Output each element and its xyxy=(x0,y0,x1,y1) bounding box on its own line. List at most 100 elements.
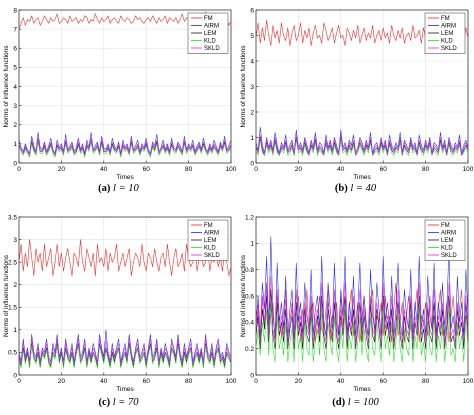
legend-label-lem: LEM xyxy=(204,31,216,37)
x-tick-label: 20 xyxy=(58,166,66,173)
y-tick-label: 6 xyxy=(250,7,254,14)
y-tick-label: 1 xyxy=(13,327,17,334)
x-tick-label: 80 xyxy=(185,166,193,173)
caption-b-label: (b) xyxy=(334,183,348,194)
y-tick-label: 1 xyxy=(13,141,17,148)
legend-label-kld: KLD xyxy=(204,246,216,252)
legend-label-lem: LEM xyxy=(204,238,216,244)
legend-label-skld: SKLD xyxy=(204,46,220,52)
legend-label-skld: SKLD xyxy=(441,253,457,259)
chart-a-svg: 0 20 40 60 80 100 0 1 2 3 4 5 6 7 8 Times Norms of influ… xyxy=(3,7,237,181)
y-tick-label: 1.2 xyxy=(245,214,254,221)
caption-d-text: l = 100 xyxy=(347,397,379,408)
legend-label-kld: KLD xyxy=(204,39,216,45)
legend-label-fm: FM xyxy=(441,223,450,229)
legend-label-fm: FM xyxy=(441,16,450,22)
series-line-kld xyxy=(18,345,232,369)
legend-label-airm: AIRM xyxy=(204,231,219,237)
caption-a-text: l = 10 xyxy=(113,183,139,194)
caption-c-text: l = 70 xyxy=(112,397,139,408)
caption-b-text: l = 40 xyxy=(350,183,377,194)
x-tick-label: 20 xyxy=(295,378,303,385)
caption-d-label: (d) xyxy=(332,397,346,408)
y-tick-label: 2 xyxy=(13,282,17,289)
x-tick-label: 20 xyxy=(295,166,303,173)
legend-label-kld: KLD xyxy=(441,39,453,45)
y-tick-label: 1 xyxy=(250,135,254,142)
x-tick-label: 100 xyxy=(226,166,237,173)
y-tick-label: 3 xyxy=(13,237,17,244)
chart-panel-d: 0 20 40 60 80 100 0 0.2 0.4 0.6 0.8 1 1.2 Times Norms … xyxy=(237,207,474,415)
y-tick-label: 2 xyxy=(13,122,17,129)
x-tick-label: 100 xyxy=(463,378,474,385)
legend-label-airm: AIRM xyxy=(441,231,456,237)
y-tick-label: 8 xyxy=(13,7,17,14)
x-tick-label: 40 xyxy=(100,166,108,173)
chart-c-svg: 0 20 40 60 80 100 0 0.5 1 1.5 2 2.5 3 3.5 Times Norms o… xyxy=(3,214,237,393)
y-tick-label: 6 xyxy=(13,46,17,53)
x-tick-label: 60 xyxy=(143,166,151,173)
x-tick-label: 0 xyxy=(17,166,21,173)
y-tick-label: 4 xyxy=(13,84,17,91)
x-tick-label: 60 xyxy=(380,166,388,173)
caption-c-label: (c) xyxy=(98,397,111,408)
y-tick-label: 0 xyxy=(13,372,17,379)
series-line-kld xyxy=(255,139,469,156)
y-axis-label: Norms of influence functions xyxy=(3,45,10,128)
series-line-kld xyxy=(18,141,232,158)
legend-label-airm: AIRM xyxy=(441,24,456,30)
y-tick-label: 0.2 xyxy=(245,346,254,353)
x-tick-label: 20 xyxy=(58,378,66,385)
chart-b-svg: 0 20 40 60 80 100 0 1 2 3 4 5 6 Times Norms of influen… xyxy=(240,7,474,181)
x-tick-label: 80 xyxy=(422,166,430,173)
y-tick-label: 2.5 xyxy=(8,259,17,266)
y-tick-label: 0.4 xyxy=(245,320,254,327)
legend-label-fm: FM xyxy=(204,223,213,229)
series-line-kld xyxy=(255,302,469,363)
y-tick-label: 3.5 xyxy=(8,214,17,221)
y-tick-label: 0 xyxy=(250,372,254,379)
y-tick-label: 3 xyxy=(250,84,254,91)
x-tick-label: 0 xyxy=(17,378,21,385)
plot-frame xyxy=(18,216,232,376)
y-tick-label: 1.5 xyxy=(8,305,17,312)
legend-label-skld: SKLD xyxy=(441,46,457,52)
y-tick-label: 0 xyxy=(250,160,254,167)
x-tick-label: 40 xyxy=(337,378,345,385)
series-line-skld xyxy=(18,137,232,156)
x-tick-label: 40 xyxy=(100,378,108,385)
legend-label-lem: LEM xyxy=(441,31,453,37)
x-tick-label: 60 xyxy=(380,378,388,385)
x-tick-label: 80 xyxy=(422,378,430,385)
legend-label-kld: KLD xyxy=(441,246,453,252)
legend-label-airm: AIRM xyxy=(204,24,219,30)
y-tick-label: 0 xyxy=(13,160,17,167)
x-axis-label: Times xyxy=(116,386,134,393)
series-line-lem xyxy=(18,343,232,367)
caption-c: (c) l = 70 xyxy=(0,397,237,408)
x-tick-label: 80 xyxy=(185,378,193,385)
y-tick-label: 2 xyxy=(250,109,254,116)
series-line-airm xyxy=(255,127,469,154)
x-tick-label: 100 xyxy=(463,166,474,173)
y-tick-label: 3 xyxy=(13,103,17,110)
y-tick-label: 5 xyxy=(13,65,17,72)
chart-panel-b: 0 20 40 60 80 100 0 1 2 3 4 5 6 Times Norms of influen… xyxy=(237,0,474,203)
y-axis-label: Norms of influence functions xyxy=(240,254,247,337)
series-line-lem xyxy=(255,289,469,349)
legend-label-fm: FM xyxy=(204,16,213,22)
x-tick-label: 0 xyxy=(254,378,258,385)
series-line-airm xyxy=(18,132,232,154)
series-line-airm xyxy=(255,236,469,336)
y-tick-label: 0.6 xyxy=(245,293,254,300)
caption-a: (a) l = 10 xyxy=(0,183,237,194)
chart-panel-c: 0 20 40 60 80 100 0 0.5 1 1.5 2 2.5 3 3.5 Times Norms o… xyxy=(0,207,237,415)
legend-label-lem: LEM xyxy=(441,238,453,244)
series-line-skld xyxy=(255,275,469,343)
x-axis-label: Times xyxy=(353,386,371,393)
y-tick-label: 0.8 xyxy=(245,267,254,274)
